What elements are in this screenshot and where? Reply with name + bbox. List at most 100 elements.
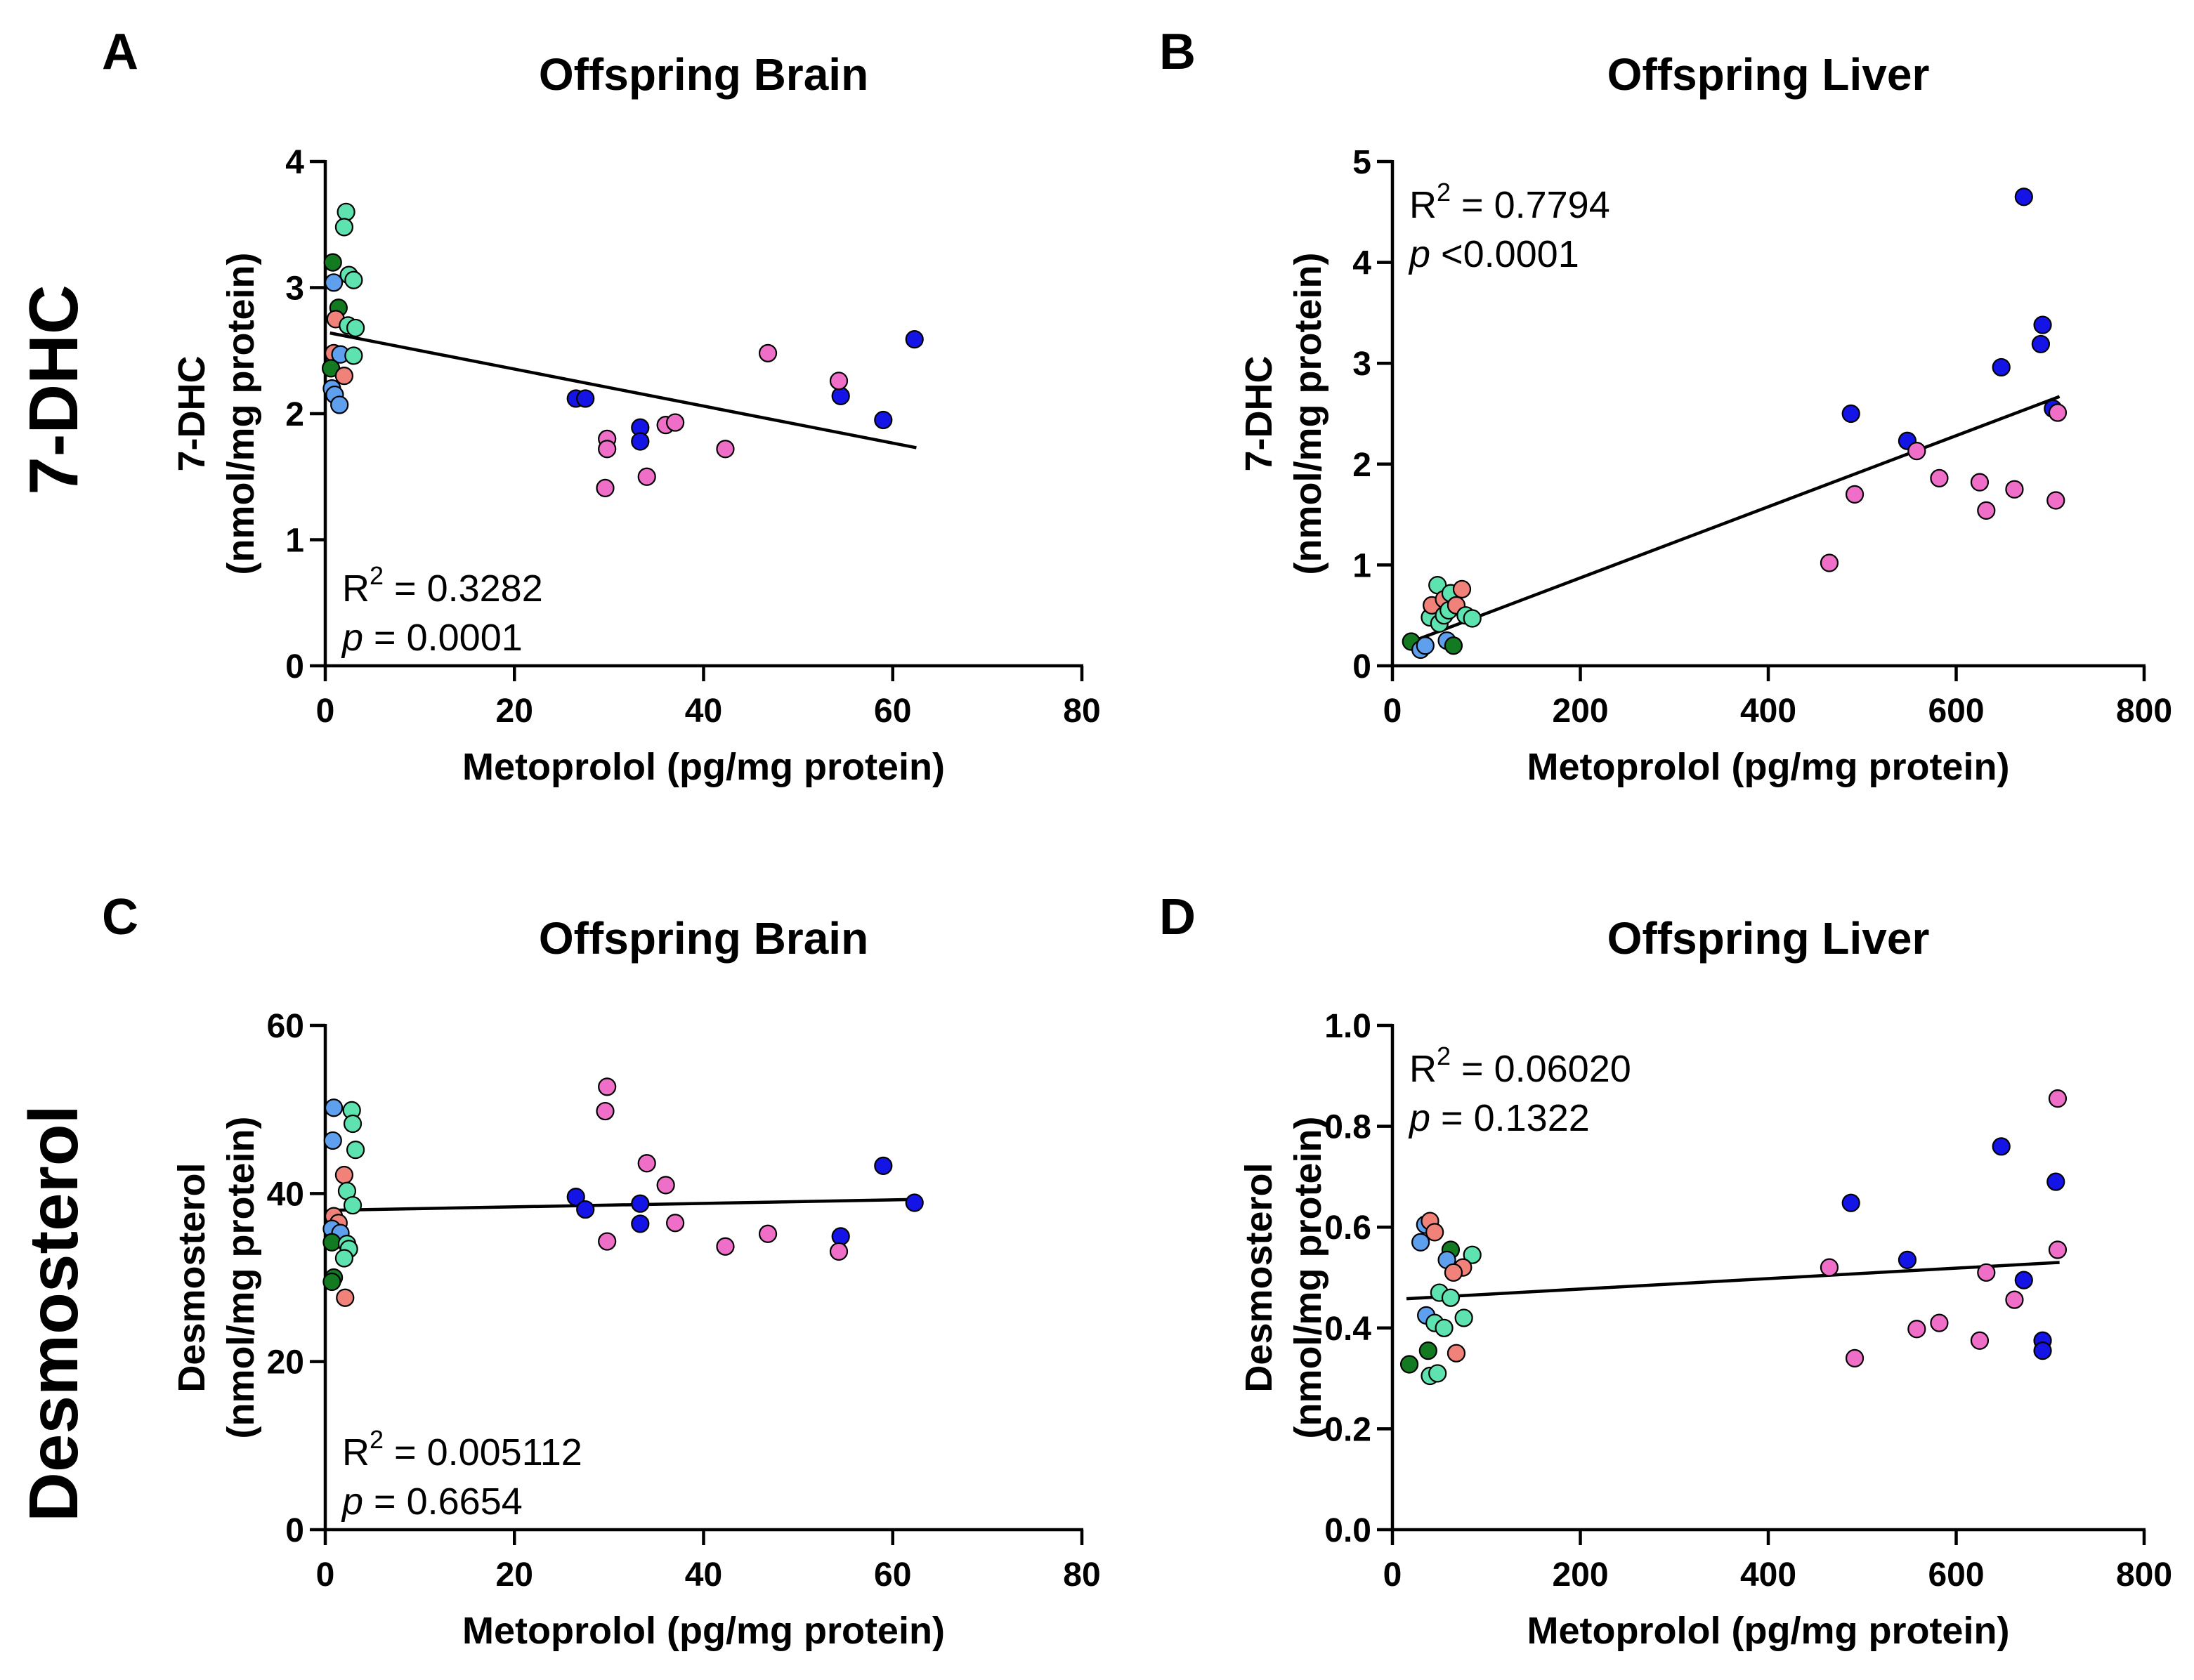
panel-a-y-tick-label: 2 (285, 396, 304, 433)
panel-c-data-point (637, 1154, 656, 1173)
panel-c-x-axis-label: Metoprolol (pg/mg protein) (462, 1610, 945, 1652)
panel-c-data-point (758, 1224, 778, 1243)
panel-b-y-tick-label: 0 (1352, 648, 1371, 685)
panel-a-data-point (576, 389, 595, 408)
panel-d-x-tick-label: 200 (1552, 1556, 1608, 1594)
panel-d-x-tick-label: 400 (1740, 1556, 1796, 1594)
panel-c-x-tick-label: 40 (685, 1556, 722, 1594)
panel-a-x-tick-label: 20 (496, 693, 533, 730)
panel-d-regression-line (1406, 1261, 2060, 1301)
panel-d-data-point (2014, 1271, 2033, 1289)
panel-a-data-point (631, 432, 650, 451)
panel-d-y-tick-label: 0.4 (1324, 1311, 1371, 1348)
panel-b-regression-line (1406, 395, 2061, 645)
panel-d-x-tick-label: 600 (1928, 1556, 1984, 1594)
panel-d-y-tick-label: 0.6 (1324, 1209, 1371, 1247)
panel-a-y-axis-sublabel: (nmol/mg protein) (220, 253, 262, 575)
panel-d-data-point (1463, 1245, 1482, 1264)
row-label-7dhc: 7-DHC (15, 284, 92, 494)
panel-c-data-point (334, 1249, 354, 1268)
panel-c-data-point (598, 1232, 617, 1251)
panel-b-data-point (1930, 468, 1949, 488)
panel-c-p-value: p = 0.6654 (341, 1481, 523, 1523)
panel-c-data-point (343, 1195, 363, 1215)
panel-b-data-point (1416, 636, 1435, 655)
panel-d-data-point (1428, 1364, 1447, 1383)
panel-c-x-tick-label: 0 (316, 1556, 335, 1594)
panel-d-data-point (1977, 1263, 1996, 1282)
panel-a-x-tick-label: 0 (316, 693, 335, 730)
panel-b-data-point (1845, 485, 1865, 504)
panel-c-y-tick-label: 40 (267, 1176, 304, 1213)
panel-d-data-point (1454, 1308, 1473, 1327)
panel-d-data-point (2048, 1089, 2068, 1108)
panel-a-data-point (637, 467, 656, 486)
panel-b-data-point (1992, 357, 2011, 377)
panel-d-data-point (1845, 1348, 1865, 1367)
panel-b-r-squared: R2 = 0.7794 (1409, 178, 1610, 226)
panel-a-x-axis-label: Metoprolol (pg/mg protein) (462, 746, 945, 788)
panel-c-data-point (566, 1188, 585, 1207)
panel-d-data-point (1992, 1137, 2011, 1156)
panel-c-data-point (905, 1193, 924, 1212)
panel-b-data-point (1907, 442, 1926, 461)
panel-c-x-tick-label: 80 (1063, 1556, 1100, 1594)
panel-a-y-tick-label: 3 (285, 270, 304, 308)
panel-d-data-point (1841, 1193, 1860, 1212)
panel-b-title: Offspring Liver (1607, 49, 1930, 100)
panel-c-data-point (322, 1233, 341, 1252)
panel-d-data-point (1418, 1341, 1437, 1360)
panel-a-x-tick-label: 60 (874, 693, 911, 730)
panel-a-data-point (905, 329, 924, 349)
panel-d-data-point (2005, 1290, 2024, 1309)
panel-c-data-point (656, 1176, 675, 1195)
panel-a-data-point (334, 218, 354, 237)
panel-a-data-point (829, 372, 849, 391)
panel-a-title: Offspring Brain (539, 49, 868, 100)
panel-d-data-point (1820, 1258, 1839, 1277)
panel-d-y-tick-label: 0.2 (1324, 1411, 1371, 1448)
panel-c-data-point (631, 1194, 650, 1213)
panel-c-data-point (829, 1242, 849, 1261)
panel-c-data-point (323, 1131, 342, 1150)
panel-d-data-point (1930, 1313, 1949, 1332)
panel-a-letter: A (102, 24, 138, 80)
panel-b-letter: B (1159, 24, 1196, 80)
panel-a-data-point (831, 386, 850, 405)
panel-c-data-point (322, 1272, 341, 1292)
panel-d-y-axis-sublabel: (nmol/mg protein) (1287, 1117, 1329, 1439)
panel-d: D Offspring Liver 0.0 0.2 0.4 0.6 0.8 1.0 0 200 40… (1159, 889, 2172, 1652)
panel-b-data-point (1820, 553, 1839, 572)
panel-d-data-point (1435, 1318, 1454, 1337)
panel-a-data-point (666, 413, 685, 432)
panel-b-x-tick-label: 800 (2116, 693, 2172, 730)
panel-a-y-axis-label: 7-DHC (171, 355, 213, 471)
panel-a-data-point (874, 410, 893, 430)
panel-d-data-point (1441, 1288, 1461, 1307)
panel-a-data-point (334, 367, 354, 386)
panel-d-data-point (2048, 1240, 2068, 1259)
panel-b-x-tick-label: 0 (1383, 693, 1402, 730)
panel-d-data-point (1447, 1344, 1466, 1363)
panel-b-data-point (1970, 473, 1990, 492)
panel-a-data-point (716, 440, 735, 459)
panel-d-data-point (1907, 1320, 1926, 1339)
panel-b-data-point (2031, 334, 2050, 354)
panel-b-data-point (2005, 480, 2024, 499)
panel-c-data-point (831, 1227, 850, 1246)
panel-a-y-tick-label: 4 (285, 144, 304, 181)
panel-a-data-point (325, 273, 344, 292)
panel-b-data-point (1452, 579, 1472, 598)
panel-b-x-tick-label: 600 (1928, 693, 1984, 730)
panel-d-r-squared: R2 = 0.06020 (1409, 1042, 1631, 1090)
panel-b-y-axis-label: 7-DHC (1238, 355, 1280, 471)
panel-b: B Offspring Liver 0 1 2 3 4 5 0 200 400 600 800 Metop… (1159, 24, 2172, 788)
panel-d-title: Offspring Liver (1607, 913, 1930, 964)
panel-a-y-tick-label: 0 (285, 648, 304, 685)
panel-c-data-point (596, 1101, 615, 1121)
panel-c-data-point (716, 1237, 735, 1256)
panel-d-data-point (1444, 1263, 1463, 1282)
panel-b-x-tick-label: 400 (1740, 693, 1796, 730)
panel-d-y-tick-label: 0.8 (1324, 1109, 1371, 1146)
